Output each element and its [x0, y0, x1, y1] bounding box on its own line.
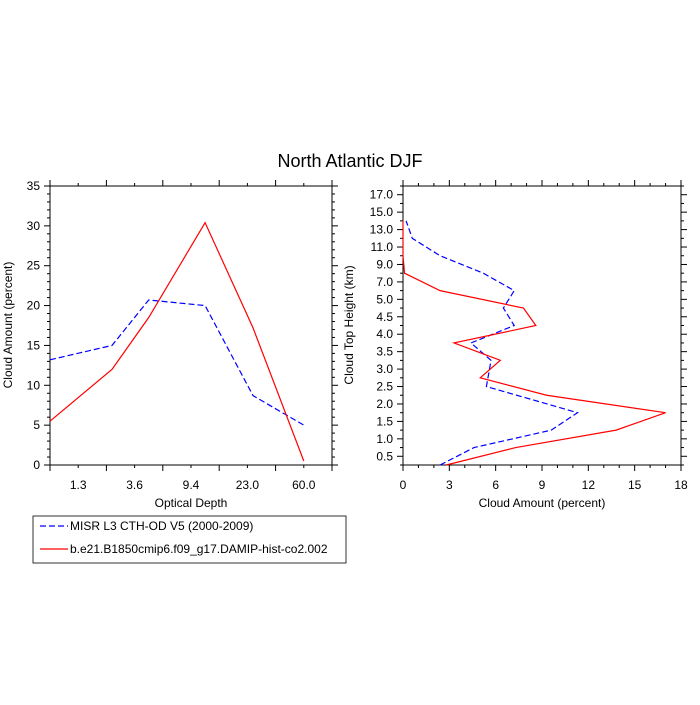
- right-y-tick-label: 0.5: [376, 449, 393, 463]
- right-y-tick-label: 9.0: [376, 257, 393, 271]
- right-y-tick-label: 4.0: [376, 327, 393, 341]
- right-y-tick-label: 1.5: [376, 414, 393, 428]
- left-y-axis-label: Cloud Amount (percent): [1, 262, 15, 389]
- right-x-axis-label: Cloud Amount (percent): [479, 496, 606, 510]
- right-x-tick-label: 3: [446, 478, 453, 492]
- right-x-tick-label: 18: [674, 478, 688, 492]
- left-y-tick-label: 10: [27, 378, 41, 392]
- left-series: [49, 221, 305, 462]
- right-y-tick-label: 7.0: [376, 275, 393, 289]
- legend-box: [32, 515, 347, 564]
- right-ticks: 0 3 6 9 12 15 18 0.5 1.0 1.5 2.0 2.5 3.0 3.5 4.0 4.5 5.0…: [370, 180, 688, 492]
- left-series-line-0: [49, 299, 305, 426]
- right-series-line-1: [402, 220, 666, 466]
- left-series-line-1: [49, 221, 305, 462]
- right-x-tick-label: 0: [400, 478, 407, 492]
- left-y-tick-label: 20: [27, 299, 41, 313]
- legend-label-misr: MISR L3 CTH-OD V5 (2000-2009): [70, 519, 253, 533]
- right-series-line-0: [405, 220, 579, 466]
- left-x-tick-label: 9.4: [183, 478, 200, 492]
- right-y-tick-label: 1.0: [376, 432, 393, 446]
- right-y-tick-label: 5.0: [376, 292, 393, 306]
- left-y-tick-label: 35: [27, 179, 41, 193]
- left-y-tick-label: 15: [27, 338, 41, 352]
- right-y-tick-label: 13.0: [370, 223, 394, 237]
- left-y-tick-label: 0: [33, 458, 40, 472]
- legend: MISR L3 CTH-OD V5 (2000-2009) b.e21.B185…: [32, 515, 347, 564]
- right-x-tick-label: 6: [492, 478, 499, 492]
- right-y-axis-label: Cloud Top Height (km): [342, 265, 356, 384]
- right-y-tick-label: 3.0: [376, 362, 393, 376]
- left-ticks: 0 5 10 15 20 25 30 35 1.3 3.6 9.4 23.0 60.0: [27, 179, 338, 492]
- cloud-top-height-chart: 0 3 6 9 12 15 18 0.5 1.0 1.5 2.0 2.5 3.0 3.5 4.0 4.5 5.0…: [342, 180, 688, 510]
- right-series: [402, 220, 666, 466]
- left-x-tick-label: 3.6: [126, 478, 143, 492]
- right-y-tick-label: 4.5: [376, 310, 393, 324]
- left-y-tick-label: 25: [27, 259, 41, 273]
- right-y-tick-label: 11.0: [371, 240, 394, 254]
- legend-label-model: b.e21.B1850cmip6.f09_g17.DAMIP-hist-co2.…: [70, 542, 328, 556]
- left-x-tick-label: 1.3: [70, 478, 87, 492]
- left-x-axis-label: Optical Depth: [155, 496, 228, 510]
- right-x-tick-label: 9: [539, 478, 546, 492]
- optical-depth-chart: 0 5 10 15 20 25 30 35 1.3 3.6 9.4 23.0 60.0 Optical …: [1, 179, 338, 510]
- left-y-tick-label: 30: [27, 219, 41, 233]
- right-x-tick-label: 15: [628, 478, 642, 492]
- left-x-tick-label: 60.0: [292, 478, 316, 492]
- figure-title: North Atlantic DJF: [277, 151, 422, 171]
- left-y-tick-label: 5: [33, 418, 40, 432]
- right-y-tick-label: 17.0: [370, 188, 394, 202]
- left-x-tick-label: 23.0: [236, 478, 260, 492]
- right-y-tick-label: 15.0: [370, 205, 394, 219]
- right-y-tick-label: 2.0: [376, 397, 393, 411]
- right-x-tick-label: 12: [582, 478, 596, 492]
- right-y-tick-label: 2.5: [376, 380, 393, 394]
- right-y-tick-label: 3.5: [376, 345, 393, 359]
- right-plot-frame: [402, 185, 682, 466]
